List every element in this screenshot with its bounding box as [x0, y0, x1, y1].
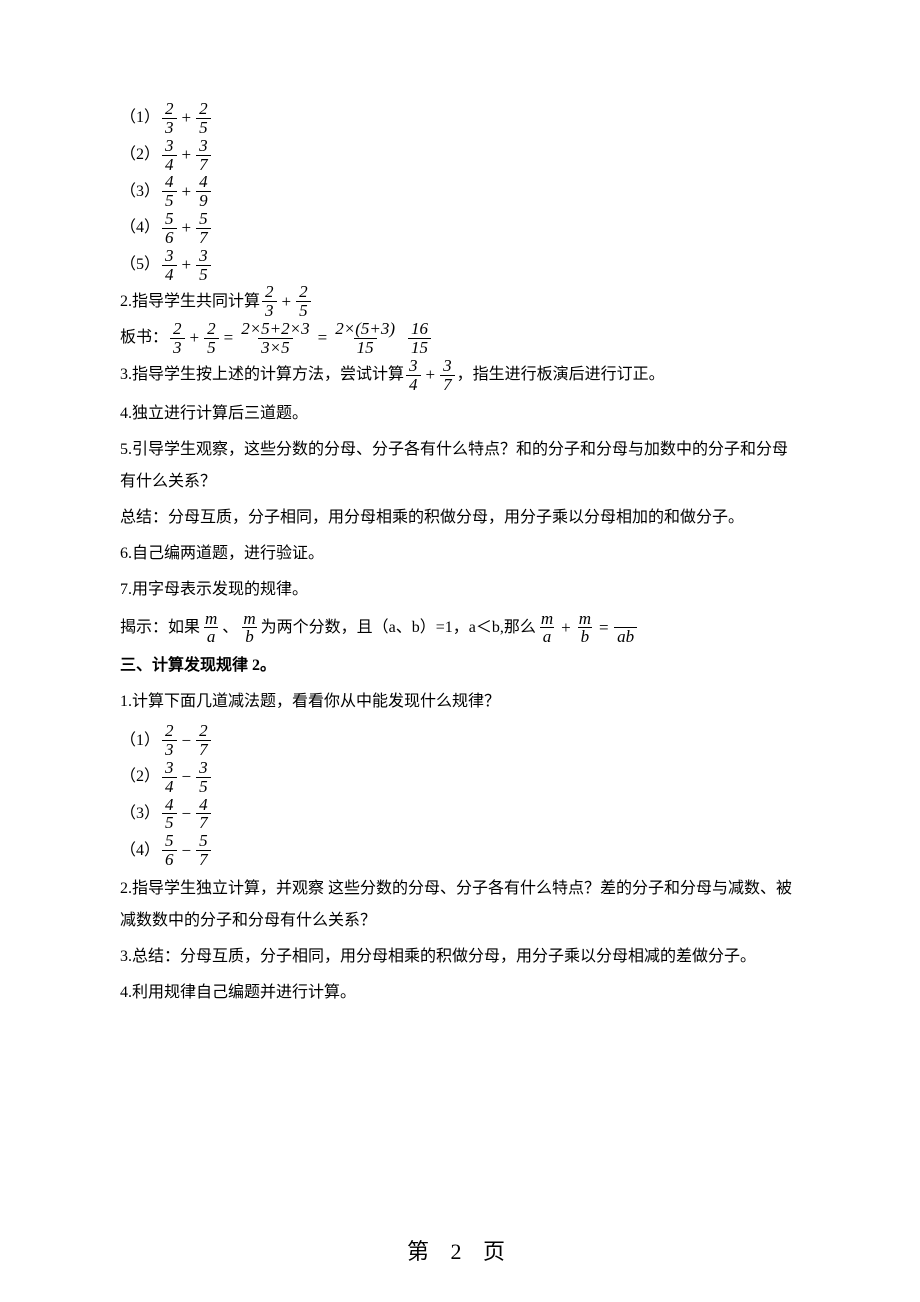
fraction: 45 [162, 796, 177, 833]
problem-item: （1） 23 − 27 [120, 722, 800, 759]
fraction: 25 [204, 320, 219, 357]
step-5: 5.引导学生观察，这些分数的分母、分子各有什么特点？和的分子和分母与加数中的分子… [120, 434, 800, 498]
fraction: 56 [162, 832, 177, 869]
item-label: （2） [120, 139, 160, 171]
fraction: 37 [440, 357, 455, 394]
fraction: 34 [162, 137, 177, 174]
item-label: （1） [120, 725, 160, 757]
separator: 、 [222, 612, 238, 644]
operator: + [179, 211, 195, 245]
fraction: 23 [170, 320, 185, 357]
fraction: mb [576, 610, 594, 647]
operator: = [596, 611, 612, 645]
document-page: （1） 23 + 25 （2） 34 + 37 （3） 45 + 49 （4） … [0, 0, 920, 1302]
item-label: （3） [120, 798, 160, 830]
fraction: 34 [162, 759, 177, 796]
item-label: （4） [120, 835, 160, 867]
section2-step3: 3.总结：分母互质，分子相同，用分母相乘的积做分母，用分子乘以分母相减的差做分子… [120, 941, 800, 973]
item-label: （2） [120, 761, 160, 793]
fraction: 45 [162, 173, 177, 210]
fraction: 23 [262, 283, 277, 320]
operator: + [279, 285, 295, 319]
blackboard-line: 板书： 23 + 25 = 2×5+2×33×5 = 2×(5+3)15 161… [120, 320, 800, 357]
section-2-heading: 三、计算发现规律 2。 [120, 650, 800, 682]
item-label: （3） [120, 176, 160, 208]
operator: = [221, 321, 237, 355]
operator: + [423, 358, 439, 392]
operator: + [179, 138, 195, 172]
fraction: 23 [162, 100, 177, 137]
operator: + [187, 321, 203, 355]
fraction: ab [614, 610, 638, 647]
problem-item: （3） 45 − 47 [120, 796, 800, 833]
section-2-intro: 1.计算下面几道减法题，看看你从中能发现什么规律？ [120, 686, 800, 718]
summary-1: 总结：分母互质，分子相同，用分母相乘的积做分母，用分子乘以分母相加的和做分子。 [120, 502, 800, 534]
operator: − [179, 760, 195, 794]
fraction: 34 [162, 247, 177, 284]
operator: − [179, 724, 195, 758]
page-footer: 第 2 页 [0, 1234, 920, 1266]
problem-item: （5） 34 + 35 [120, 247, 800, 284]
problem-item: （1） 23 + 25 [120, 100, 800, 137]
fraction: 34 [406, 357, 421, 394]
fraction: 2×5+2×33×5 [238, 320, 312, 357]
problem-item: （4） 56 − 57 [120, 832, 800, 869]
fraction: ma [202, 610, 220, 647]
item-label: （1） [120, 102, 160, 134]
fraction: 47 [196, 796, 211, 833]
reveal-text: 为两个分数，且（a、b）=1，a＜b,那么 [261, 612, 536, 644]
operator: + [179, 175, 195, 209]
section2-step2: 2.指导学生独立计算，并观察 这些分数的分母、分子各有什么特点？差的分子和分母与… [120, 873, 800, 937]
board-label: 板书： [120, 322, 168, 354]
problem-item: （3） 45 + 49 [120, 173, 800, 210]
step-text: 2.指导学生共同计算 [120, 286, 260, 318]
step-text: ，指生进行板演后进行订正。 [457, 359, 665, 391]
fraction: 23 [162, 722, 177, 759]
fraction: 2×(5+3)15 [332, 320, 398, 357]
fraction: ma [538, 610, 556, 647]
fraction: 35 [196, 247, 211, 284]
fraction: 1615 [408, 320, 431, 357]
fraction: 37 [196, 137, 211, 174]
fraction: 49 [196, 173, 211, 210]
step-3: 3.指导学生按上述的计算方法，尝试计算 34 + 37 ，指生进行板演后进行订正… [120, 357, 800, 394]
item-label: （5） [120, 249, 160, 281]
problem-list-2: （1） 23 − 27 （2） 34 − 35 （3） 45 − 47 （4） … [120, 722, 800, 869]
operator: = [315, 321, 331, 355]
section2-step4: 4.利用规律自己编题并进行计算。 [120, 977, 800, 1009]
fraction: 27 [196, 722, 211, 759]
fraction: 57 [196, 832, 211, 869]
operator: − [179, 834, 195, 868]
fraction: 25 [196, 100, 211, 137]
fraction: 56 [162, 210, 177, 247]
fraction: mb [240, 610, 258, 647]
step-7: 7.用字母表示发现的规律。 [120, 574, 800, 606]
step-6: 6.自己编两道题，进行验证。 [120, 538, 800, 570]
step-4: 4.独立进行计算后三道题。 [120, 398, 800, 430]
fraction: 35 [196, 759, 211, 796]
fraction: 25 [296, 283, 311, 320]
operator: + [558, 611, 574, 645]
step-2: 2.指导学生共同计算 23 + 25 [120, 283, 800, 320]
operator: + [179, 248, 195, 282]
item-label: （4） [120, 212, 160, 244]
operator: − [179, 797, 195, 831]
fraction: 57 [196, 210, 211, 247]
step-text: 3.指导学生按上述的计算方法，尝试计算 [120, 359, 404, 391]
problem-item: （2） 34 − 35 [120, 759, 800, 796]
problem-list-1: （1） 23 + 25 （2） 34 + 37 （3） 45 + 49 （4） … [120, 100, 800, 283]
reveal-text: 揭示：如果 [120, 612, 200, 644]
reveal-line: 揭示：如果 ma 、 mb 为两个分数，且（a、b）=1，a＜b,那么 ma +… [120, 610, 800, 647]
problem-item: （2） 34 + 37 [120, 137, 800, 174]
operator: + [179, 101, 195, 135]
problem-item: （4） 56 + 57 [120, 210, 800, 247]
